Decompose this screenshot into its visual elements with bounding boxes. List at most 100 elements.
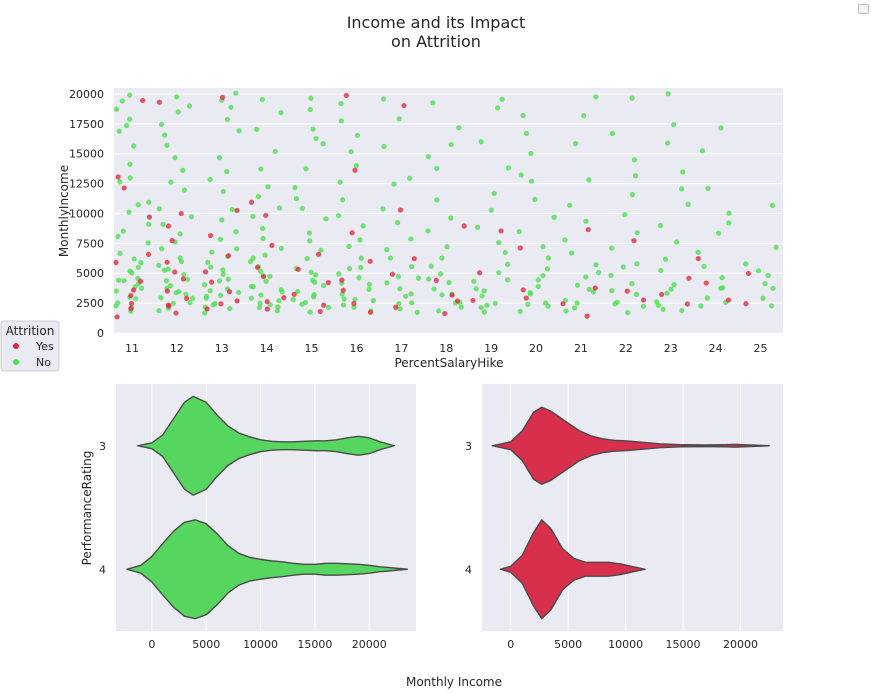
corner-checkbox[interactable]: [858, 4, 869, 14]
scatter-point-yes: [325, 280, 331, 286]
scatter-point-no: [307, 309, 313, 315]
scatter-point-no: [384, 246, 390, 253]
violin-x-tick-label: 15000: [297, 638, 332, 651]
scatter-point-no: [220, 188, 227, 195]
scatter-x-tick-label: 24: [709, 342, 723, 355]
scatter-point-no: [768, 303, 775, 309]
violin-y-tick-label: 4: [99, 563, 106, 576]
scatter-point-no: [612, 301, 618, 307]
scatter-point-no: [499, 96, 505, 102]
scatter-point-yes: [165, 302, 172, 308]
scatter-point-no: [229, 207, 235, 213]
scatter-point-no: [357, 237, 363, 243]
scatter-point-no: [528, 150, 534, 157]
scatter-x-tick-label: 14: [260, 342, 274, 355]
scatter-point-yes: [234, 207, 240, 214]
scatter-point-no: [590, 289, 597, 295]
scatter-point-yes: [225, 253, 231, 259]
scatter-point-no: [492, 300, 498, 306]
violin-x-tick-label: 5000: [192, 638, 220, 651]
scatter-point-yes: [291, 291, 297, 297]
scatter-point-no: [701, 263, 707, 269]
scatter-point-no: [209, 249, 215, 255]
scatter-point-no: [760, 295, 766, 301]
scatter-point-no: [414, 309, 420, 316]
scatter-point-yes: [113, 259, 119, 266]
scatter-point-no: [225, 276, 231, 282]
scatter-point-no: [665, 91, 671, 97]
scatter-point-no: [278, 245, 284, 251]
scatter-point-no: [620, 264, 626, 270]
scatter-point-no: [634, 261, 640, 267]
scatter-point-yes: [281, 295, 287, 301]
scatter-point-yes: [321, 302, 327, 308]
scatter-point-yes: [397, 207, 404, 213]
scatter-point-no: [146, 221, 152, 227]
scatter-point-no: [583, 274, 589, 280]
scatter-point-yes: [339, 277, 345, 283]
scatter-point-no: [217, 236, 223, 242]
scatter-point-yes: [624, 288, 630, 294]
scatter-point-yes: [584, 313, 590, 319]
scatter-point-no: [160, 221, 166, 227]
scatter-point-no: [395, 274, 401, 280]
scatter-point-no: [488, 207, 494, 213]
scatter-point-yes: [684, 301, 690, 307]
scatter-point-no: [234, 246, 240, 252]
scatter-point-no: [311, 291, 317, 298]
figure-title-line1: Income and its Impact: [347, 13, 526, 32]
scatter-point-yes: [128, 300, 135, 307]
scatter-point-no: [726, 210, 732, 216]
scatter-point-no: [228, 104, 234, 110]
scatter-point-no: [543, 300, 549, 306]
scatter-point-no: [276, 205, 283, 211]
scatter-point-no: [698, 303, 704, 309]
scatter-point-yes: [234, 298, 240, 304]
scatter-point-no: [387, 255, 393, 261]
scatter-point-no: [366, 286, 372, 292]
violin-left-y-label: PerformanceRating: [80, 451, 94, 566]
scatter-point-no: [458, 304, 464, 310]
scatter-point-yes: [164, 259, 170, 265]
scatter-point-no: [408, 291, 414, 297]
scatter-point-yes: [204, 306, 210, 312]
scatter-y-ticks: 0 2500 5000 7500 10000 12500 15000 17500 20000: [69, 88, 104, 340]
scatter-point-no: [145, 240, 151, 246]
scatter-point-no: [161, 267, 168, 273]
scatter-point-yes: [130, 287, 137, 293]
scatter-point-no: [318, 247, 324, 253]
scatter-point-no: [336, 271, 342, 277]
scatter-point-no: [248, 295, 255, 301]
scatter-point-yes: [128, 306, 134, 312]
scatter-point-no: [356, 275, 362, 281]
scatter-point-no: [113, 303, 119, 309]
scatter-point-yes: [340, 287, 346, 293]
scatter-point-yes: [169, 238, 175, 244]
scatter-point-no: [563, 308, 569, 314]
scatter-point-yes: [640, 297, 647, 303]
scatter-point-no: [434, 197, 440, 203]
scatter-y-tick-label: 0: [97, 327, 104, 340]
scatter-point-no: [304, 255, 310, 262]
scatter-point-yes: [317, 308, 323, 315]
violin-right-y-ticks: 34: [465, 440, 472, 577]
scatter-point-no: [186, 103, 193, 109]
scatter-point-no: [574, 282, 581, 288]
scatter-point-yes: [442, 310, 448, 317]
scatter-point-no: [131, 256, 137, 262]
scatter-point-no: [250, 255, 256, 261]
scatter-point-yes: [461, 223, 467, 229]
violin-left-x-ticks: 0 5000 10000 15000 20000: [148, 638, 386, 651]
scatter-point-yes: [393, 304, 399, 310]
scatter-point-no: [121, 278, 127, 284]
scatter-point-no: [434, 165, 440, 172]
scatter-point-yes: [725, 297, 732, 303]
scatter-point-no: [255, 193, 262, 200]
scatter-x-label: PercentSalaryHike: [394, 356, 503, 370]
scatter-point-no: [360, 223, 366, 229]
scatter-point-no: [189, 295, 196, 301]
scatter-point-no: [726, 220, 732, 226]
scatter-point-no: [254, 126, 260, 132]
scatter-point-yes: [498, 228, 504, 234]
scatter-point-no: [586, 286, 592, 292]
